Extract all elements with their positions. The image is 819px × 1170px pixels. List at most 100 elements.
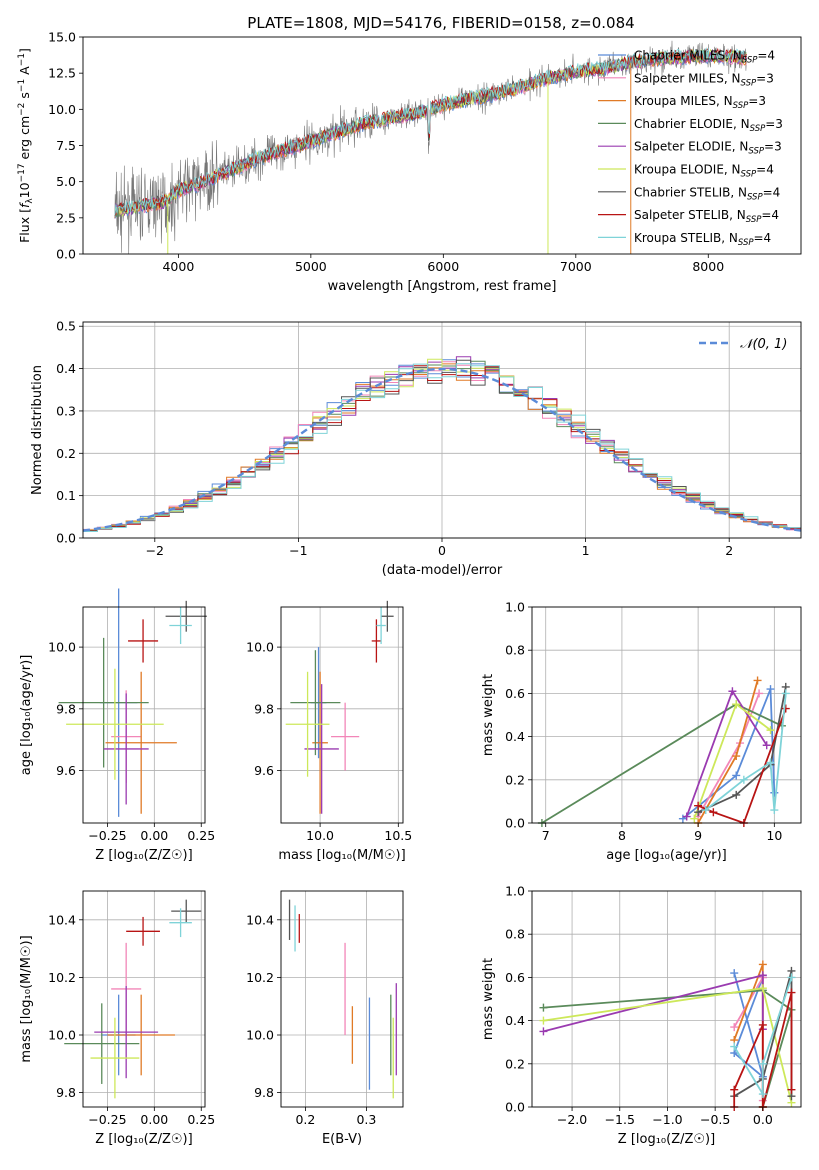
y-tick-label: 9.8	[56, 701, 76, 716]
legend-label-subscript: SSP	[742, 56, 758, 66]
errorbar-point-chabrier-elodie	[58, 637, 149, 768]
legend-label-subscript: SSP	[741, 170, 757, 180]
x-axis-label: Z [log₁₀(Z/Z☉)]	[618, 1132, 715, 1147]
weight-lines	[539, 960, 796, 1111]
legend-label-kroupa-elodie: Kroupa ELODIE, NSSP=4	[634, 163, 774, 180]
y-tick-label: 0.0	[56, 247, 76, 262]
errorbar-point-chabrier-elodie	[290, 650, 341, 756]
y-tick-label: 0.4	[56, 361, 76, 376]
weight-marker	[753, 676, 762, 685]
x-tick-label: 0.00	[140, 828, 168, 843]
weight-marker	[728, 687, 737, 696]
spectrum-lines	[114, 40, 747, 254]
weight-series-kroupa-elodie	[690, 700, 775, 823]
x-tick-label: −2.0	[557, 1112, 587, 1127]
y-axis-label-part: s	[17, 92, 32, 103]
y-tick-label: 10.0	[246, 640, 274, 655]
legend-label-kroupa-stelib: Kroupa STELIB, NSSP=4	[634, 231, 771, 248]
weight-line	[543, 989, 793, 1108]
y-tick-label: 0.2	[505, 1056, 525, 1071]
x-axis-label: Z [log₁₀(Z/Z☉)]	[95, 848, 192, 863]
plot-frame	[280, 606, 404, 824]
age-vs-metallicity-plot: −0.25 0.00 0.25 9.6 9.8 10.0 Z [log₁₀(Z/Z☉)] ag…	[19, 588, 215, 863]
x-tick-label: −1.5	[605, 1112, 635, 1127]
y-tick-label: 0.0	[505, 816, 525, 831]
x-tick-label: 2	[725, 543, 733, 558]
x-tick-label: −1	[289, 543, 307, 558]
histogram-kroupa-stelib	[83, 363, 801, 534]
weight-marker	[758, 960, 767, 969]
x-tick-label: −0.5	[700, 1112, 730, 1127]
weight-marker	[766, 726, 775, 735]
errorbar-point-salpeter-miles	[331, 702, 360, 771]
weight-marker	[755, 689, 764, 698]
y-tick-label: 2.5	[56, 210, 76, 225]
y-tick-label: 0.0	[56, 531, 76, 546]
y-tick-label: 0.4	[505, 729, 525, 744]
y-axis-label-part: −2	[17, 103, 27, 116]
errorbar-point-chabrier-stelib	[165, 600, 207, 632]
x-tick-label: 0.25	[187, 1112, 215, 1127]
legend-label-text: Salpeter MILES, N	[634, 71, 741, 85]
x-axis-label: mass [log₁₀(M/M☉)]	[278, 848, 405, 863]
legend-label-suffix: =4	[761, 208, 779, 222]
errorbar-point-chabrier-stelib	[381, 600, 394, 632]
weight-marker	[730, 1085, 739, 1094]
weight-marker	[694, 801, 703, 810]
weight-marker	[730, 1023, 739, 1032]
figure-title: PLATE=1808, MJD=54176, FIBERID=0158, z=0…	[247, 14, 634, 32]
error-bars	[285, 600, 394, 814]
legend-label-subscript: SSP	[746, 215, 762, 225]
x-tick-label: −0.25	[88, 828, 126, 843]
age-vs-mass-plot: 10.0 10.5 9.6 9.8 10.0 mass [log₁₀(M/M☉)]	[246, 600, 412, 863]
errorbar-point-salpeter-elodie	[304, 684, 339, 814]
y-axis-label: mass weight	[481, 958, 496, 1040]
x-tick-label: 10.5	[384, 828, 412, 843]
x-tick-label: 0.00	[140, 1112, 168, 1127]
y-axis-label-part: −1	[17, 79, 27, 92]
mass-weight-vs-age-plot: 7 8 9 10 0.0 0.2 0.4 0.6 0.8 1.0 age [log₁₀(age/yr…	[481, 600, 802, 863]
y-tick-label: 0.4	[505, 1013, 525, 1028]
x-tick-label: 10	[766, 828, 782, 843]
x-tick-label: 10.0	[306, 828, 334, 843]
y-tick-label: 9.6	[254, 763, 274, 778]
x-tick-label: −0.25	[88, 1112, 126, 1127]
weight-series-kroupa-stelib	[701, 689, 790, 815]
weight-marker	[762, 741, 771, 750]
histograms	[83, 356, 801, 534]
y-tick-label: 15.0	[48, 30, 76, 45]
weight-marker	[739, 775, 748, 784]
y-tick-label: 1.0	[505, 884, 525, 899]
y-axis-label: Normed distribution	[30, 365, 45, 495]
y-axis-label-part: 10	[17, 182, 32, 198]
weight-marker	[781, 689, 790, 698]
y-tick-label: 0.0	[505, 1100, 525, 1115]
weight-marker	[732, 752, 741, 761]
weight-line	[733, 972, 765, 1080]
y-tick-label: 5.0	[56, 174, 76, 189]
weight-marker	[787, 988, 796, 997]
legend-label-text: Kroupa MILES, N	[634, 94, 733, 108]
weight-marker	[732, 771, 741, 780]
y-tick-label: 0.8	[505, 927, 525, 942]
x-tick-label: 1	[582, 543, 590, 558]
y-tick-label: 10.2	[246, 970, 274, 985]
x-axis-label: (data-model)/error	[382, 563, 503, 578]
x-tick-label: 0	[438, 543, 446, 558]
errorbar-point-salpeter-elodie	[94, 986, 159, 1079]
x-axis-label: age [log₁₀(age/yr)]	[606, 848, 727, 863]
y-axis-label-part: −1	[17, 53, 27, 66]
x-axis-label: Z [log₁₀(Z/Z☉)]	[95, 1132, 192, 1147]
y-tick-label: 0.2	[56, 446, 76, 461]
x-axis-label: E(B-V)	[322, 1132, 362, 1147]
weight-marker	[709, 808, 718, 817]
weight-marker	[781, 704, 790, 713]
x-tick-label: 0.25	[187, 828, 215, 843]
error-bars	[64, 899, 202, 1099]
legend-label-normal: 𝒩(0, 1)	[740, 337, 787, 352]
plot-frame	[531, 890, 802, 1108]
y-tick-label: 0.8	[505, 643, 525, 658]
x-tick-label: 5000	[295, 259, 327, 274]
weight-marker	[758, 1020, 767, 1029]
weight-series-salpeter-elodie	[682, 687, 771, 821]
